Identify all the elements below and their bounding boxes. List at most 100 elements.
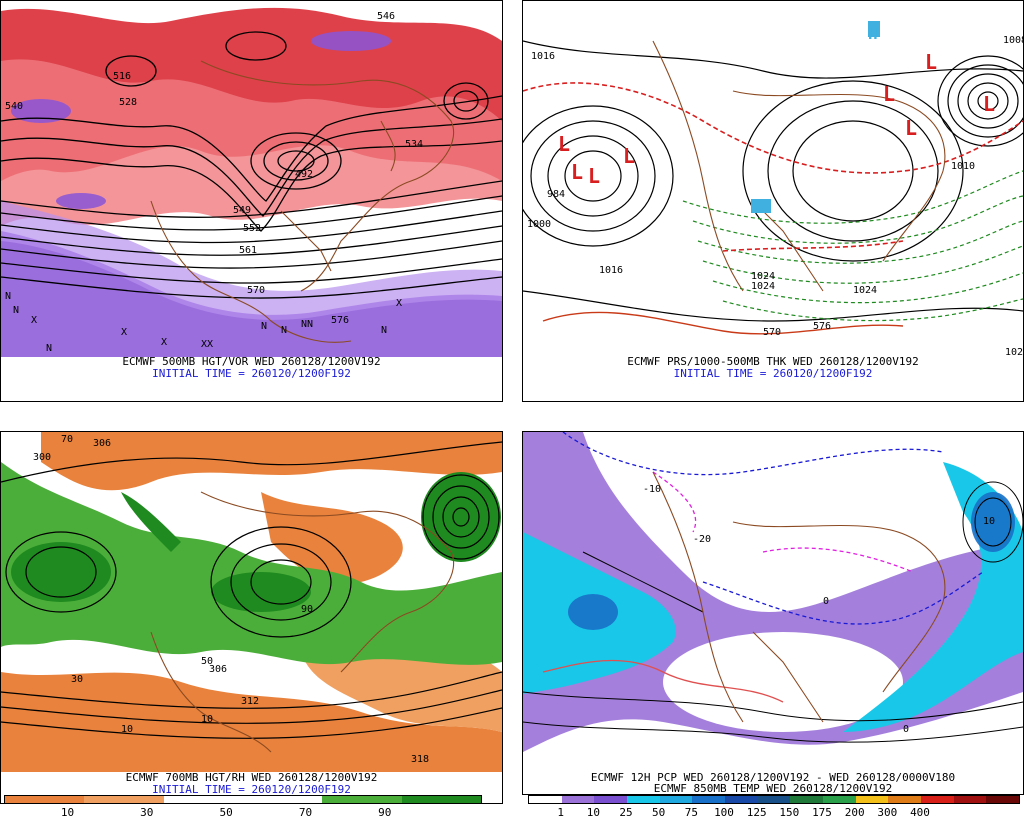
map-500mb: 540 549 552 561 570 492 528 516 534 546 …: [1, 1, 502, 357]
svg-text:1016: 1016: [531, 51, 555, 62]
panel-500mb-hgt-vor: 540 549 552 561 570 492 528 516 534 546 …: [0, 0, 503, 402]
svg-text:1016: 1016: [599, 265, 623, 276]
svg-text:534: 534: [405, 139, 423, 150]
svg-text:30: 30: [71, 674, 83, 685]
svg-text:L: L: [623, 144, 635, 168]
colorbar-label: 100: [714, 806, 734, 819]
svg-text:576: 576: [813, 321, 831, 332]
svg-text:L: L: [571, 160, 583, 184]
svg-text:N: N: [281, 325, 287, 336]
colorbar-swatch: [561, 796, 595, 803]
panel-prs-thk: L L L L L L L L H 1016 1000 984 1016 102…: [522, 0, 1024, 402]
colorbar-label: 90: [378, 806, 392, 819]
panel-pcp-subtitle: ECMWF 850MB TEMP WED 260128/1200V192: [653, 782, 893, 795]
colorbar-label: 10: [586, 806, 600, 819]
svg-text:N: N: [5, 291, 11, 302]
map-prs-thk: L L L L L L L L H 1016 1000 984 1016 102…: [523, 1, 1023, 357]
svg-text:576: 576: [331, 315, 349, 326]
svg-text:540: 540: [5, 101, 23, 112]
panel-500mb-init-time: INITIAL TIME = 260120/1200F192: [152, 367, 351, 380]
colorbar-swatch: [401, 796, 481, 803]
colorbar-swatch: [84, 796, 164, 803]
colorbar-label: 200: [844, 806, 865, 819]
svg-text:L: L: [905, 116, 917, 140]
map-700mb: 306 306 312 318 300 70 50 10 90 10 30: [1, 432, 502, 772]
svg-text:L: L: [883, 82, 895, 106]
panel-700mb-title: ECMWF 700MB HGT/RH WED 260128/1200V192: [125, 771, 378, 784]
colorbar-swatch: [242, 796, 323, 803]
colorbar-swatch: [322, 796, 402, 803]
svg-text:306: 306: [209, 664, 227, 675]
colorbar-swatch: [627, 796, 660, 803]
svg-text:H: H: [868, 24, 878, 43]
svg-text:L: L: [558, 132, 570, 156]
colorbar-swatch: [725, 796, 758, 803]
svg-text:570: 570: [247, 285, 265, 296]
colorbar-swatch: [986, 796, 1020, 803]
svg-text:70: 70: [61, 434, 73, 445]
svg-text:0: 0: [903, 724, 909, 735]
svg-text:1008: 1008: [1003, 35, 1023, 46]
colorbar-swatch: [163, 796, 243, 803]
svg-text:1010: 1010: [951, 161, 975, 172]
svg-text:NN: NN: [301, 319, 313, 330]
svg-text:312: 312: [241, 696, 259, 707]
map-pcp: 10 0 -10 -20 0: [523, 432, 1023, 772]
svg-text:10: 10: [121, 724, 133, 735]
svg-text:X: X: [31, 315, 37, 326]
svg-text:516: 516: [113, 71, 131, 82]
colorbar-swatch: [5, 796, 85, 803]
rh-colorbar: [4, 795, 482, 804]
precip-colorbar-labels: 1 10 25 50 75 100 125 150 175 200 300 400: [528, 806, 1018, 819]
svg-text:L: L: [588, 164, 600, 188]
svg-text:1024: 1024: [853, 285, 877, 296]
colorbar-swatch: [529, 796, 562, 803]
svg-text:L: L: [925, 50, 937, 74]
colorbar-label: 150: [779, 806, 800, 819]
colorbar-swatch: [659, 796, 693, 803]
panel-prs-init-time: INITIAL TIME = 260120/1200F192: [673, 367, 873, 380]
svg-text:-10: -10: [643, 484, 661, 495]
colorbar-swatch: [757, 796, 791, 803]
svg-text:318: 318: [411, 754, 429, 765]
svg-text:552: 552: [243, 223, 261, 234]
svg-text:300: 300: [33, 452, 51, 463]
svg-text:570: 570: [763, 327, 781, 338]
panel-700mb-init-time: INITIAL TIME = 260120/1200F192: [152, 783, 351, 796]
colorbar-label: 75: [684, 806, 698, 819]
svg-text:90: 90: [301, 604, 313, 615]
svg-text:546: 546: [377, 11, 395, 22]
svg-text:10: 10: [983, 516, 995, 527]
colorbar-swatch: [888, 796, 922, 803]
svg-text:N: N: [13, 305, 19, 316]
colorbar-swatch: [823, 796, 856, 803]
colorbar-label: 50: [219, 806, 233, 819]
svg-text:984: 984: [547, 189, 565, 200]
svg-text:561: 561: [239, 245, 257, 256]
svg-text:1024: 1024: [751, 271, 775, 282]
svg-text:549: 549: [233, 205, 251, 216]
svg-text:X: X: [161, 337, 167, 348]
panel-prs-title: ECMWF PRS/1000-500MB THK WED 260128/1200…: [627, 355, 919, 368]
precip-colorbar: [528, 795, 1020, 804]
colorbar-label: 10: [60, 806, 75, 819]
svg-text:1024: 1024: [1005, 347, 1023, 357]
panel-pcp-title: ECMWF 12H PCP WED 260128/1200V192 - WED …: [590, 771, 956, 784]
svg-text:X: X: [121, 327, 127, 338]
svg-text:XX: XX: [201, 339, 213, 350]
colorbar-label: 50: [652, 806, 666, 819]
panel-700mb-hgt-rh: 306 306 312 318 300 70 50 10 90 10 30 EC…: [0, 431, 503, 804]
colorbar-label: 400: [910, 806, 930, 819]
colorbar-swatch: [953, 796, 987, 803]
svg-text:N: N: [261, 321, 267, 332]
rh-colorbar-labels: 10 30 50 70 90: [4, 806, 480, 819]
svg-text:L: L: [983, 92, 995, 116]
svg-text:X: X: [396, 298, 402, 309]
svg-text:-20: -20: [693, 534, 711, 545]
colorbar-swatch: [692, 796, 726, 803]
svg-text:528: 528: [119, 97, 137, 108]
colorbar-swatch: [855, 796, 889, 803]
panel-12h-pcp-850-temp: 10 0 -10 -20 0 ECMWF 12H PCP WED 260128/…: [522, 431, 1024, 795]
svg-text:N: N: [381, 325, 387, 336]
svg-text:492: 492: [295, 169, 313, 180]
